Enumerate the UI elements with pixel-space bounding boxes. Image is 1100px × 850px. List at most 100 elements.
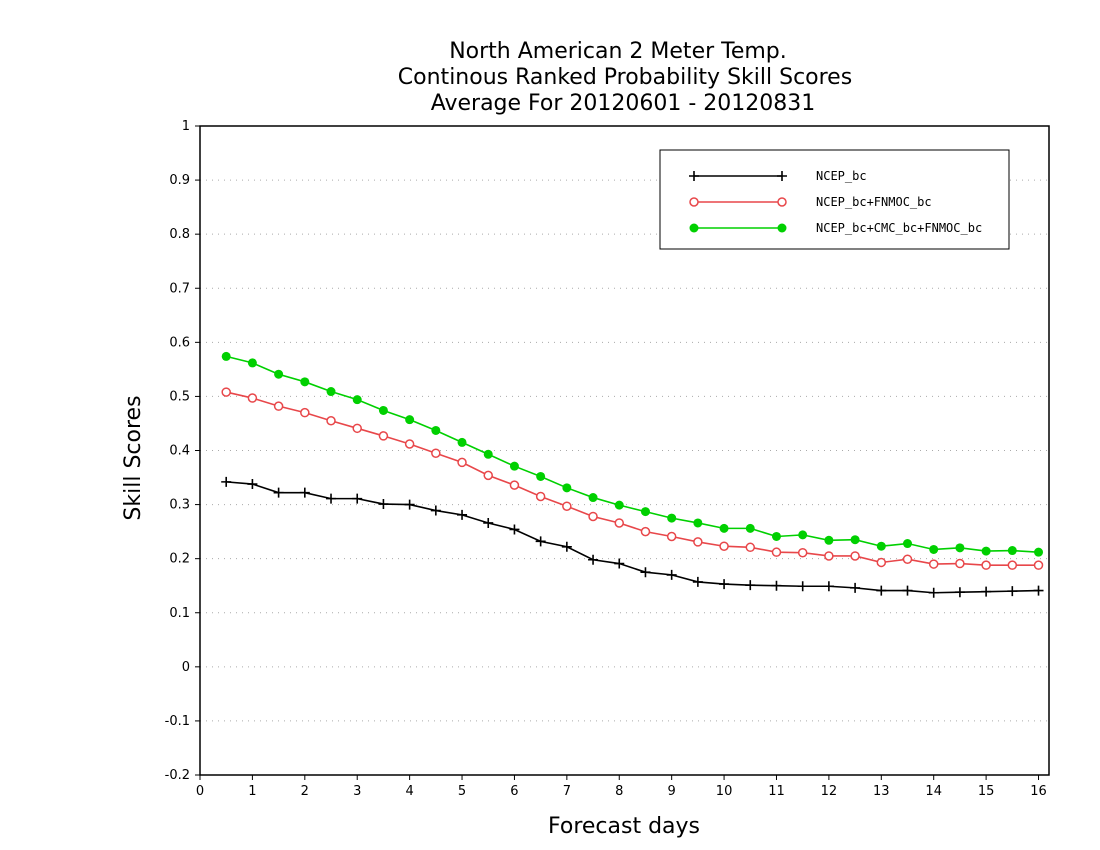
series-ncep-bc-fnmoc-bc (221, 387, 1044, 570)
data-point (903, 539, 912, 549)
data-point (588, 493, 598, 503)
data-point (247, 393, 258, 403)
data-point (719, 579, 730, 590)
data-point (535, 536, 546, 547)
data-point (404, 439, 415, 449)
data-point (614, 558, 625, 569)
data-point (1007, 560, 1018, 570)
data-point (562, 501, 572, 511)
data-point (928, 559, 939, 569)
data-point (771, 580, 782, 591)
data-point (536, 471, 546, 481)
data-point (561, 541, 572, 552)
data-point (797, 581, 808, 592)
data-point (1033, 585, 1044, 596)
data-point (850, 535, 860, 545)
data-point (689, 197, 699, 207)
data-point (981, 586, 992, 597)
data-point (614, 500, 624, 510)
data-point (509, 480, 520, 490)
data-point (614, 518, 625, 528)
grid-lines (200, 179, 1049, 722)
y-tick-label: -0.2 (165, 768, 190, 783)
legend-item: NCEP_bc+CMC_bc+FNMOC_bc (689, 221, 982, 235)
data-point (693, 537, 703, 547)
data-point (876, 585, 887, 596)
y-tick-label: 0.9 (169, 173, 190, 188)
data-point (300, 407, 310, 418)
data-point (1007, 546, 1017, 556)
data-point (745, 523, 755, 533)
data-point (692, 576, 703, 587)
data-point (352, 423, 362, 434)
y-tick-label: 0.5 (169, 389, 190, 404)
x-tick-label: 11 (768, 784, 785, 799)
data-point (588, 554, 599, 565)
data-point (352, 395, 362, 405)
series-line (226, 481, 1039, 594)
data-point (719, 523, 729, 533)
x-tick-label: 7 (563, 784, 571, 799)
y-tick-label: 0.1 (169, 606, 190, 621)
data-point (405, 415, 415, 425)
data-point (326, 416, 336, 426)
data-point (326, 387, 336, 397)
data-point (221, 387, 231, 397)
data-point (299, 487, 310, 498)
x-tick-label: 0 (196, 784, 204, 799)
data-point (274, 369, 284, 379)
data-point (457, 457, 467, 468)
x-axis: 0 1 2 3 4 5 6 7 8 9 10 11 12 13 14 15 16 (196, 775, 1047, 799)
data-point (719, 541, 729, 551)
data-point (273, 401, 284, 411)
series-line (226, 391, 1039, 566)
x-tick-label: 14 (925, 784, 942, 799)
y-tick-label: 0.4 (169, 444, 190, 459)
data-point (876, 557, 887, 568)
x-tick-label: 1 (248, 784, 256, 799)
y-axis-label: Skill Scores (121, 395, 146, 520)
y-tick-label: 0.7 (169, 281, 190, 296)
data-point (797, 547, 808, 558)
chart-title-line-1: North American 2 Meter Temp. (449, 39, 787, 64)
x-tick-label: 13 (873, 784, 890, 799)
data-point (640, 507, 650, 517)
data-point (404, 499, 415, 510)
data-point (535, 491, 546, 502)
data-point (929, 544, 939, 554)
series-layer (221, 351, 1044, 598)
data-point (981, 546, 991, 556)
data-point (902, 554, 913, 564)
data-point (430, 505, 441, 516)
data-point (640, 567, 651, 578)
chart-title-line-2: Continous Ranked Probability Skill Score… (398, 65, 852, 90)
x-tick-label: 8 (615, 784, 623, 799)
x-tick-label: 15 (978, 784, 995, 799)
x-tick-label: 3 (353, 784, 361, 799)
data-point (640, 526, 651, 537)
y-tick-label: 0.8 (169, 227, 190, 242)
data-point (247, 479, 258, 490)
data-point (777, 197, 787, 207)
x-tick-label: 5 (458, 784, 466, 799)
data-point (798, 530, 808, 540)
data-point (876, 541, 886, 551)
y-tick-label: 0.3 (169, 498, 190, 513)
data-point (221, 351, 231, 361)
data-point (221, 476, 232, 487)
legend-label: NCEP_bc (816, 169, 867, 183)
x-tick-label: 4 (405, 784, 413, 799)
data-point (273, 487, 284, 498)
legend-item: NCEP_bc+FNMOC_bc (689, 195, 932, 209)
y-tick-label: 1 (182, 119, 190, 134)
x-axis-label: Forecast days (548, 814, 700, 839)
x-tick-label: 12 (821, 784, 838, 799)
chart-title-line-3: Average For 20120601 - 20120831 (431, 91, 816, 116)
data-point (483, 470, 493, 481)
data-point (666, 531, 677, 542)
data-point (850, 582, 861, 593)
x-tick-label: 9 (668, 784, 676, 799)
data-point (689, 223, 699, 233)
legend-item: NCEP_bc (689, 169, 867, 183)
legend-label: NCEP_bc+FNMOC_bc (816, 195, 932, 209)
